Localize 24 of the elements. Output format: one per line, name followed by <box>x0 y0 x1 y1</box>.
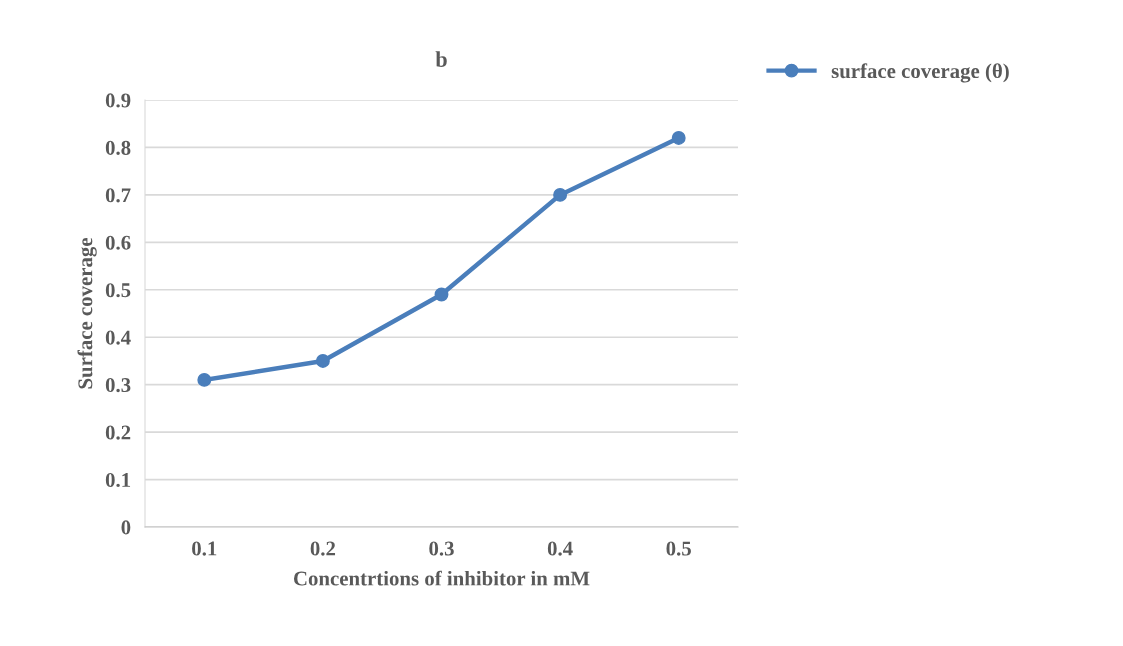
y-tick-label: 0.2 <box>105 425 131 440</box>
x-tick-label: 0.1 <box>192 541 217 556</box>
chart-title: b <box>435 51 447 67</box>
x-tick-label: 0.5 <box>666 541 691 556</box>
legend-label: surface coverage (θ) <box>831 63 1009 83</box>
y-tick-label: 0.5 <box>105 283 131 298</box>
x-tick-label: 0.2 <box>310 541 336 556</box>
x-axis-title: Concentrtions of inhibitor in mM <box>293 570 590 586</box>
y-tick-label: 0.7 <box>105 188 131 203</box>
y-tick-label: 0.1 <box>105 472 131 488</box>
y-tick-label: 0.3 <box>105 378 131 393</box>
point <box>553 187 568 202</box>
x-tick-label: 0.4 <box>547 541 573 556</box>
y-tick-label: 0.6 <box>105 235 131 250</box>
x-tick-label: 0.3 <box>429 541 454 556</box>
point <box>671 131 686 145</box>
point <box>434 287 449 302</box>
y-tick-label: 0.9 <box>105 93 131 108</box>
point <box>197 372 212 387</box>
y-axis-title: Surface coverage <box>77 237 97 389</box>
y-tick-label: 0.8 <box>105 140 131 155</box>
y-tick-label: 0 <box>121 520 131 535</box>
y-tick-label: 0.4 <box>105 330 131 345</box>
point <box>315 353 330 368</box>
